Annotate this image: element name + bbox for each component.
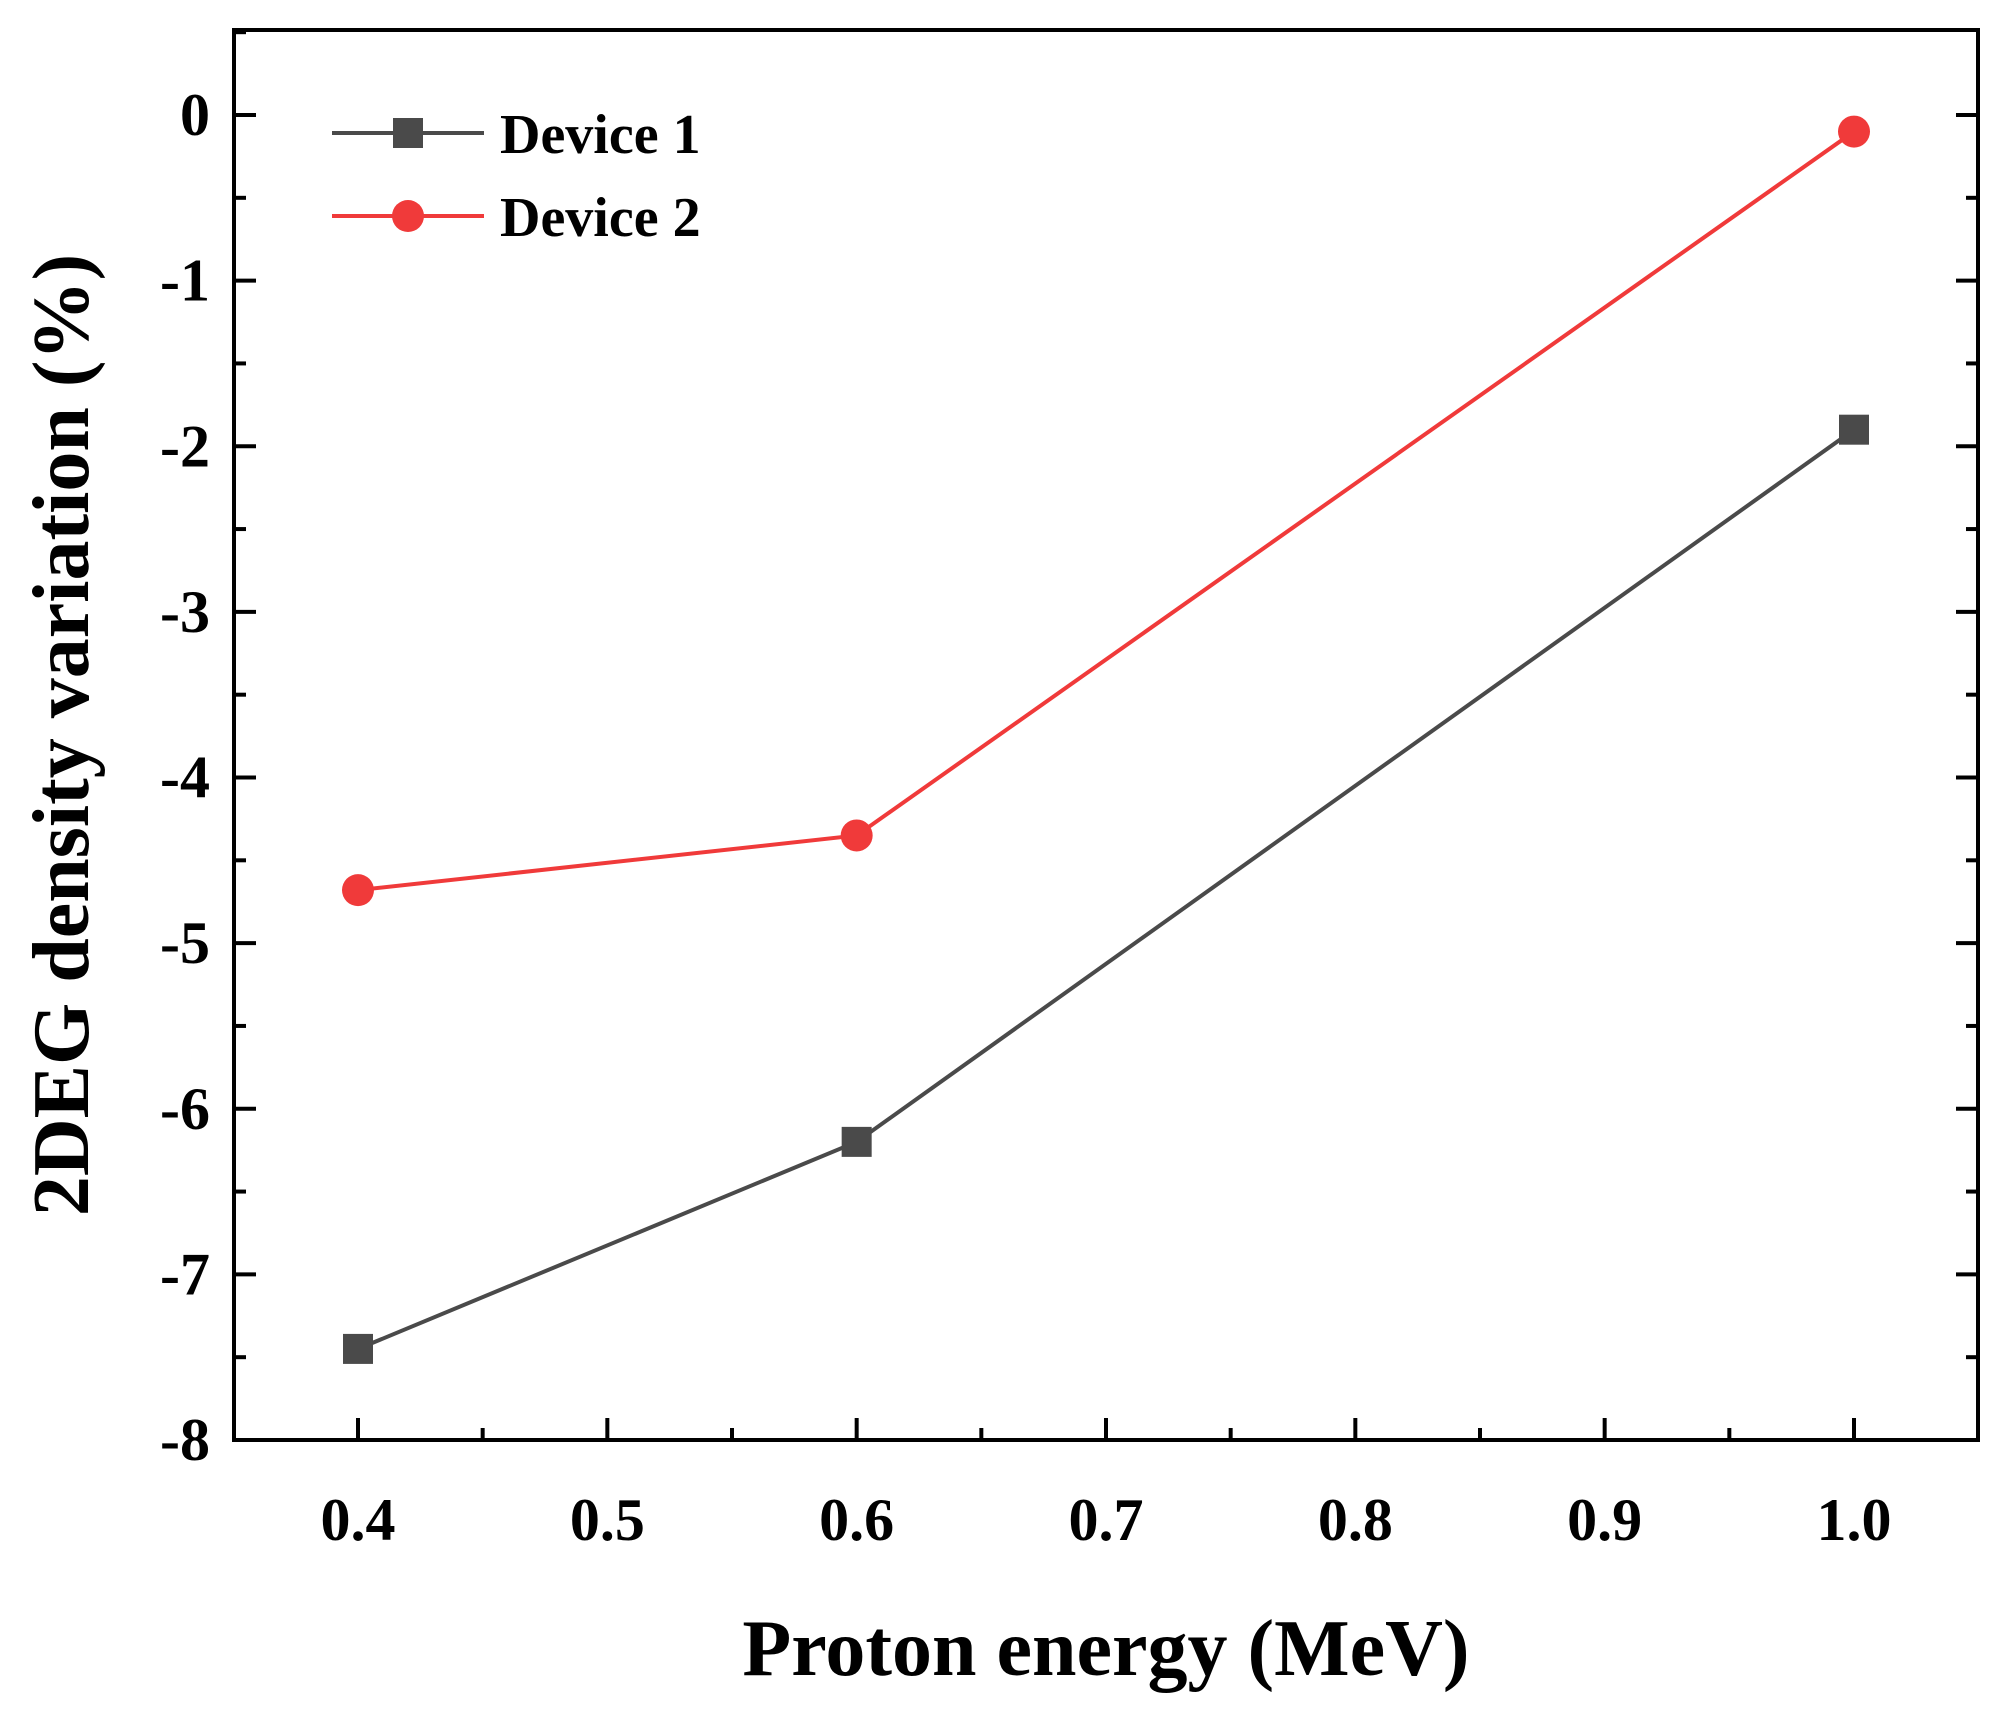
y-tick-label: -5 — [160, 910, 210, 976]
x-axis: 0.4 0.5 0.6 0.7 0.8 0.9 1.0 — [321, 1418, 1892, 1553]
y-tick-label: -8 — [160, 1407, 210, 1473]
x-tick-label: 0.8 — [1318, 1487, 1393, 1553]
y-axis: 0 -1 -2 -3 -4 -5 -6 -7 -8 — [160, 30, 1978, 1473]
y-tick-label: -4 — [160, 745, 210, 811]
y-tick-label: -6 — [160, 1076, 210, 1142]
data-point-circle — [840, 819, 873, 852]
x-tick-label: 0.4 — [321, 1487, 396, 1553]
x-tick-label: 1.0 — [1817, 1487, 1892, 1553]
y-tick-label: 0 — [180, 82, 210, 148]
data-point-circle — [1838, 115, 1870, 148]
legend: Device 1 Device 2 — [332, 104, 701, 249]
x-axis-title: Proton energy (MeV) — [742, 1605, 1469, 1693]
data-point-square — [1839, 414, 1869, 445]
series-line-device-1 — [357, 428, 1856, 1351]
series-layer — [342, 115, 1870, 1364]
data-point-square — [343, 1333, 373, 1364]
x-tick-label: 0.7 — [1069, 1487, 1144, 1553]
x-tick-label: 0.9 — [1567, 1487, 1642, 1553]
legend-label: Device 1 — [500, 104, 701, 166]
data-point-circle — [342, 874, 374, 907]
y-tick-label: -7 — [160, 1241, 210, 1307]
x-tick-label: 0.6 — [819, 1487, 894, 1553]
legend-label: Device 2 — [500, 187, 701, 249]
data-point-square — [841, 1126, 872, 1157]
legend-marker-square — [393, 118, 423, 148]
plot-frame — [232, 28, 1980, 1442]
legend-marker-circle — [392, 200, 424, 232]
y-tick-label: -2 — [160, 413, 210, 479]
y-tick-label: -3 — [160, 579, 210, 645]
x-tick-label: 0.5 — [570, 1487, 645, 1553]
y-tick-label: -1 — [160, 248, 210, 314]
y-axis-title: 2DEG density variation (%) — [18, 254, 106, 1216]
